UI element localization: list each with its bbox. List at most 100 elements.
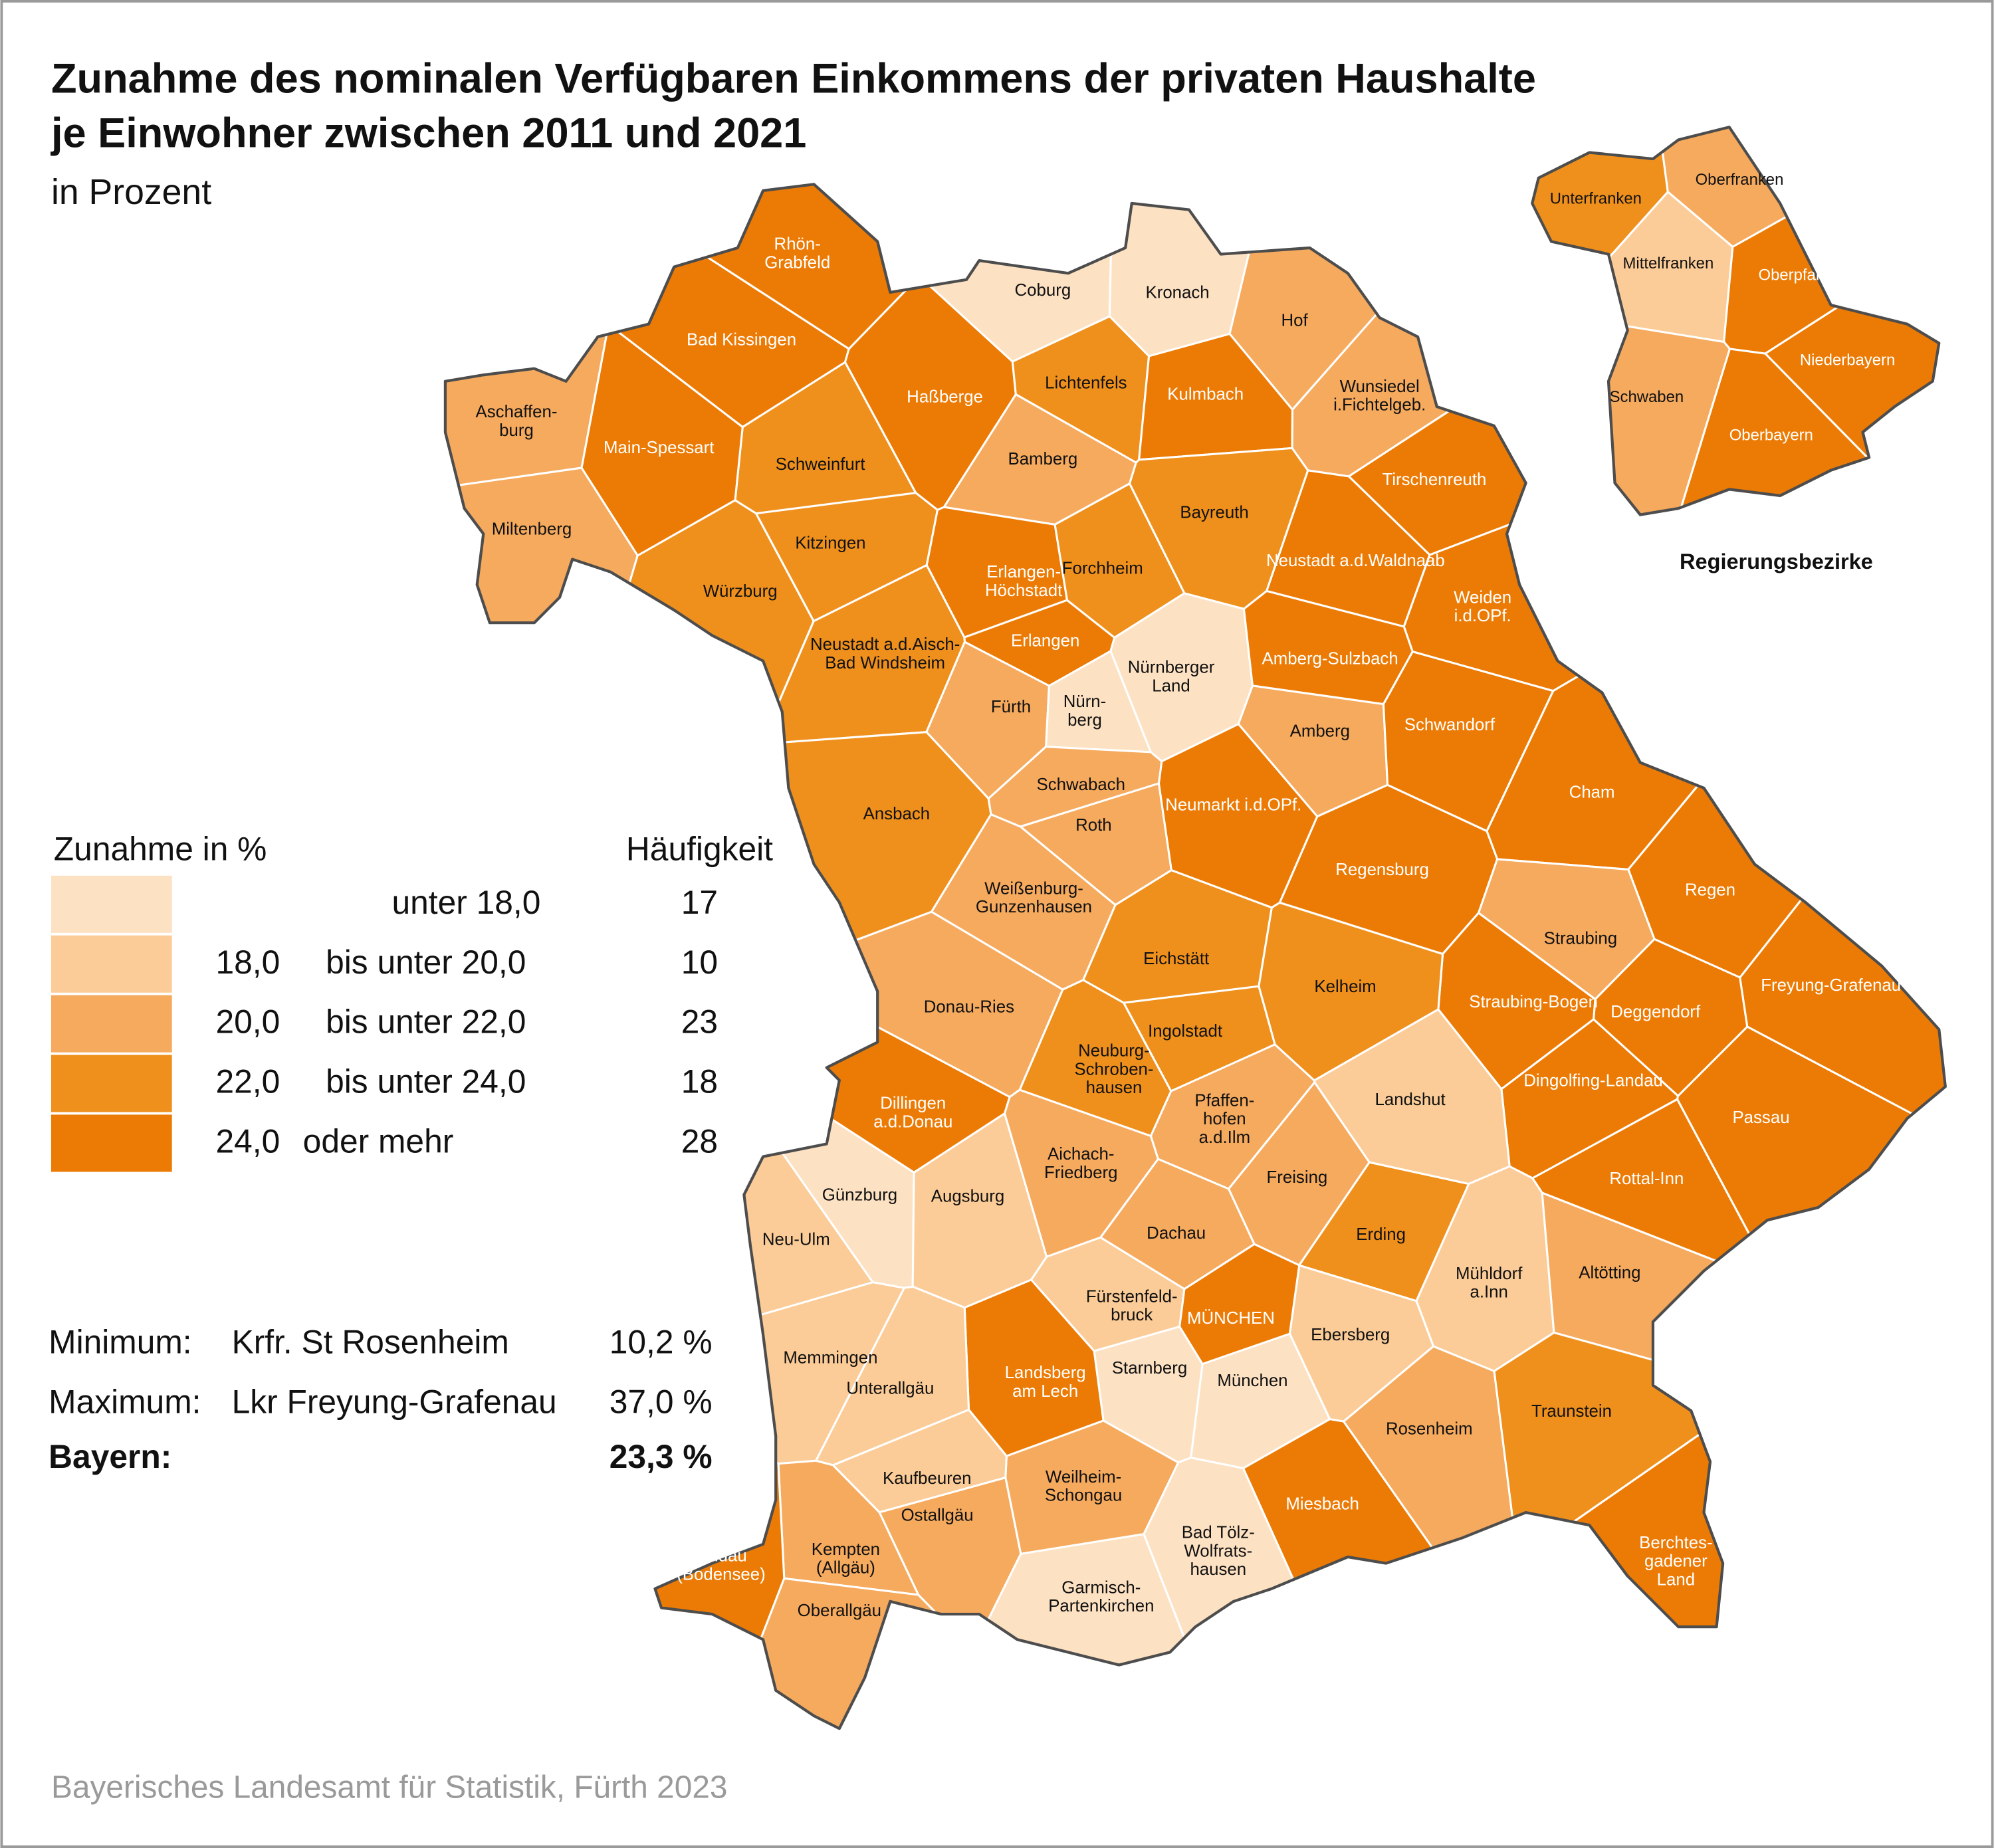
district-label: Coburg (1015, 281, 1071, 300)
district-label: Neustadt a.d.Waldnaab (1266, 552, 1445, 570)
legend-lower: 24,0 (215, 1123, 280, 1160)
text-line: Erlangen- (986, 563, 1061, 581)
legend-swatch (51, 935, 172, 993)
map-outline (443, 183, 1947, 1730)
text-line: am Lech (1012, 1382, 1078, 1401)
text-line: Neustadt a.d.Aisch- (810, 635, 960, 654)
district-label: Aichach-Friedberg (1044, 1145, 1117, 1182)
stat-label: Bayern: (49, 1438, 171, 1475)
text-line: Friedberg (1044, 1164, 1117, 1182)
district-label: Schwaben (1610, 388, 1684, 406)
text-line: Weißenburg- (984, 879, 1083, 898)
title: Zunahme des nominalen Verfügbaren Einkom… (51, 55, 1536, 156)
text-line: Garmisch- (1061, 1578, 1141, 1597)
district-label: Kempten (Allgäu) (812, 1540, 880, 1578)
district-label: Donau-Ries (924, 998, 1014, 1017)
legend-count: 18 (681, 1063, 718, 1100)
district-label: Landsberg am Lech (1005, 1364, 1086, 1401)
district-label: Garmisch-Partenkirchen (1048, 1578, 1154, 1615)
district-label: Weilheim-Schongau (1045, 1468, 1122, 1505)
legend-range: bis unter 22,0 (326, 1003, 526, 1041)
text-line: Gunzenhausen (976, 898, 1092, 916)
stat-value: 37,0 % (609, 1384, 713, 1421)
district-label: Erlangen (1011, 632, 1079, 651)
text-line: Wunsiedel (1340, 377, 1420, 396)
district-label: Rosenheim (1386, 1420, 1473, 1439)
district-label: Kulmbach (1167, 385, 1244, 404)
district-label: Mittelfranken (1622, 255, 1714, 272)
district-label: Cham (1569, 783, 1615, 801)
district-label: Roth (1075, 816, 1112, 835)
district-label: Bamberg (1008, 450, 1077, 468)
text-line: Partenkirchen (1048, 1597, 1154, 1615)
district-label: Erding (1356, 1225, 1406, 1244)
text-line: Land (1152, 676, 1190, 695)
district-label: Freising (1266, 1168, 1327, 1187)
district-label: Kitzingen (795, 534, 865, 552)
district-label: Amberg-Sulzbach (1262, 649, 1398, 668)
text-line: Lindau (695, 1546, 747, 1565)
text-line: i.d.OPf. (1454, 607, 1511, 625)
district-label: Tirschenreuth (1383, 470, 1487, 489)
text-line: Mühldorf (1456, 1265, 1523, 1283)
district-label: Neumarkt i.d.OPf. (1165, 795, 1301, 814)
legend-swatch (51, 1114, 172, 1172)
district-label: Kronach (1146, 284, 1210, 302)
district-label: Rottal-Inn (1609, 1170, 1684, 1188)
district-label: Günzburg (822, 1186, 897, 1205)
text-line: Weilheim- (1046, 1468, 1121, 1487)
legend-count: 23 (681, 1003, 718, 1041)
district-label: Lindau (Bodensee) (677, 1546, 765, 1584)
text-line: Fürstenfeld- (1086, 1287, 1178, 1306)
text-line: Weiden (1454, 588, 1511, 607)
district-label: Forchheim (1062, 560, 1143, 578)
text-line: a.d.Ilm (1199, 1128, 1250, 1147)
subtitle: in Prozent (51, 173, 211, 212)
district-label: Ostallgäu (901, 1506, 974, 1525)
district-label: Deggendorf (1610, 1003, 1701, 1021)
district-label: Augsburg (931, 1187, 1005, 1206)
district-label: Dachau (1147, 1224, 1206, 1243)
district-label: Bad Kissingen (687, 330, 796, 349)
district-label: Hof (1281, 312, 1308, 330)
legend-lower: 20,0 (215, 1003, 280, 1041)
district-label: München (1217, 1372, 1287, 1390)
text-line: Dillingen (880, 1094, 946, 1112)
stat-value: 23,3 % (609, 1438, 713, 1475)
stat-label: Maximum: (49, 1384, 201, 1421)
district-label: Kaufbeuren (883, 1469, 971, 1488)
legend-swatch (51, 875, 172, 933)
district-label: Regensburg (1335, 861, 1429, 879)
stat-label: Minimum: (49, 1324, 191, 1361)
text-line: hofen (1203, 1110, 1246, 1128)
districts (443, 126, 1947, 1730)
district-label: Kelheim (1314, 977, 1376, 996)
district-label: Freyung-Grafenau (1761, 976, 1901, 995)
text-line: je Einwohner zwischen 2011 und 2021 (51, 110, 806, 156)
district-label: Oberallgäu (798, 1601, 881, 1620)
district-label: Starnberg (1112, 1359, 1187, 1378)
legend-count-header: Häufigkeit (626, 831, 773, 868)
stat-value: 10,2 % (609, 1324, 713, 1361)
district-label: Schweinfurt (776, 455, 865, 474)
district-label: Straubing (1544, 929, 1618, 948)
district-label: Bad Tölz-Wolfrats-hausen (1182, 1523, 1255, 1578)
district-area (1003, 1088, 1159, 1258)
text-line: Landsberg (1005, 1364, 1086, 1382)
text-line: Bad Windsheim (825, 654, 945, 672)
stat-region: Lkr Freyung-Grafenau (232, 1384, 557, 1421)
district-label: Oberfranken (1696, 171, 1784, 189)
district-label: Neu-Ulm (762, 1231, 830, 1249)
text-line: Nürnberger (1128, 658, 1215, 676)
legend-range: bis unter 24,0 (326, 1063, 526, 1100)
text-line: Bad Tölz- (1182, 1523, 1255, 1542)
text-line: Berchtes- (1639, 1534, 1712, 1552)
district-label: Regen (1685, 881, 1735, 900)
legend-lower: 22,0 (215, 1063, 280, 1100)
text-line: bruck (1111, 1306, 1153, 1324)
district-label: Memmingen (783, 1348, 877, 1367)
district-label: Miltenberg (492, 520, 572, 538)
text-line: Schroben- (1074, 1060, 1153, 1078)
